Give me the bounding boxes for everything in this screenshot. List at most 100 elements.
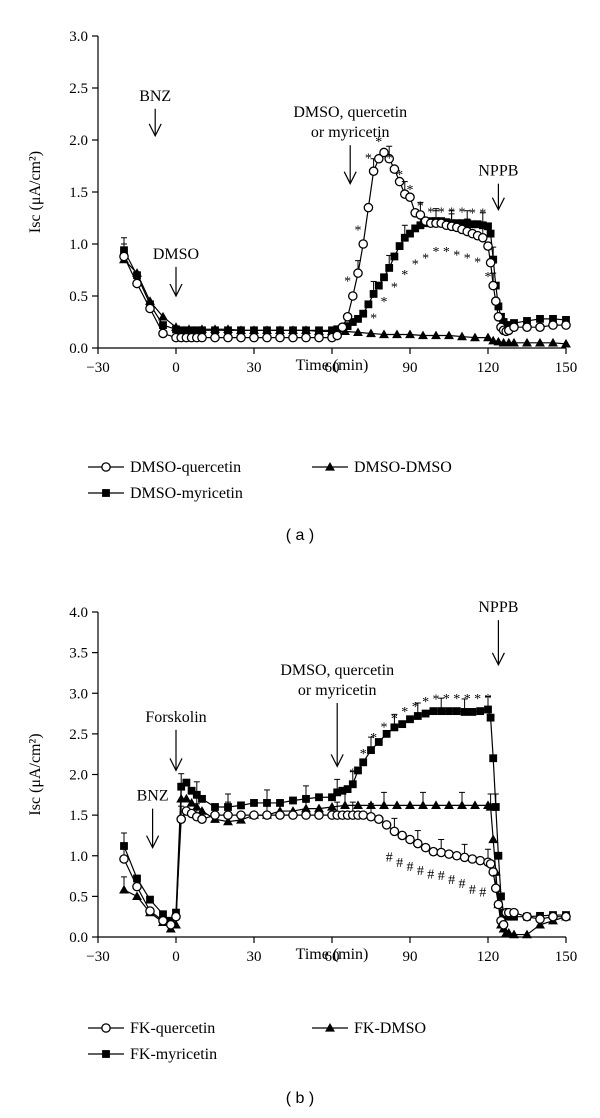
y-tick-label: 3.0 xyxy=(69,686,88,702)
star-mark: * xyxy=(453,248,460,263)
data-point xyxy=(379,329,389,339)
data-point xyxy=(343,785,352,794)
data-point xyxy=(522,911,532,922)
data-point xyxy=(342,311,353,322)
data-point xyxy=(522,929,532,939)
data-point xyxy=(133,874,141,883)
data-point xyxy=(374,281,383,290)
data-point xyxy=(486,229,495,238)
star-mark: * xyxy=(375,135,382,150)
data-point xyxy=(561,338,571,348)
arrow-head xyxy=(169,283,183,298)
annotation: Forskolin xyxy=(145,709,207,772)
hash-mark: # xyxy=(459,877,466,892)
data-point xyxy=(509,322,519,333)
data-point xyxy=(561,320,571,330)
x-tick-label: 0 xyxy=(172,949,180,965)
hash-mark: # xyxy=(417,864,424,879)
data-point xyxy=(444,330,454,340)
data-point xyxy=(132,891,142,901)
data-point xyxy=(457,331,467,341)
data-point xyxy=(494,851,503,860)
y-tick-label: 2.5 xyxy=(69,727,88,743)
data-point xyxy=(379,147,389,158)
data-point xyxy=(382,729,391,738)
data-point xyxy=(288,332,298,343)
data-point xyxy=(192,790,201,799)
data-point xyxy=(562,316,570,324)
data-point xyxy=(385,264,394,272)
data-point xyxy=(328,793,336,802)
star-mark: * xyxy=(349,767,356,782)
star-mark: * xyxy=(344,274,351,289)
data-point xyxy=(489,754,498,763)
x-tick-label: 0 xyxy=(172,360,180,376)
y-tick-label: 1.5 xyxy=(69,808,88,824)
data-point xyxy=(146,895,154,904)
data-point xyxy=(457,800,467,810)
data-point xyxy=(389,826,400,837)
data-point xyxy=(250,799,258,807)
data-point xyxy=(353,327,363,337)
series-quercetin xyxy=(119,145,571,343)
legend-label: FK-quercetin xyxy=(130,1020,215,1037)
data-point xyxy=(476,707,485,716)
data-point xyxy=(488,834,499,844)
data-point xyxy=(182,326,191,335)
data-point xyxy=(289,796,297,805)
data-point xyxy=(159,321,167,330)
data-point xyxy=(437,707,446,716)
x-tick-label: −30 xyxy=(86,949,109,965)
legend-marker xyxy=(102,1050,110,1058)
hash-mark: # xyxy=(469,883,476,898)
data-point xyxy=(119,251,129,262)
data-point xyxy=(328,326,336,335)
star-mark: * xyxy=(391,712,398,727)
legend-item: FK-myricetin xyxy=(88,1046,217,1063)
data-point xyxy=(132,278,142,289)
data-point xyxy=(333,325,342,334)
data-point xyxy=(289,326,297,335)
data-point xyxy=(275,332,285,343)
data-point xyxy=(158,915,168,926)
data-point xyxy=(343,322,352,331)
data-point xyxy=(197,806,207,815)
x-tick-label: 150 xyxy=(555,949,578,965)
chart-panel-a: 0.0 0.5 1.0 1.5 2.0 2.5 3.0 −30 0 30 60 90 120 150 Tim… xyxy=(27,29,577,544)
annotation-label: BNZ xyxy=(137,788,169,805)
data-point xyxy=(522,337,532,347)
data-point xyxy=(398,720,407,729)
legend-item: FK-DMSO xyxy=(312,1020,426,1037)
data-point xyxy=(236,810,246,820)
data-point xyxy=(405,329,415,339)
x-tick-label: −30 xyxy=(86,360,109,376)
data-point xyxy=(236,332,246,343)
data-point xyxy=(366,328,376,338)
star-mark: * xyxy=(412,258,419,273)
data-point xyxy=(314,803,324,813)
y-tick-label: 4.0 xyxy=(69,605,88,621)
data-point xyxy=(192,326,201,335)
data-point xyxy=(504,321,513,330)
data-point xyxy=(490,883,501,894)
data-point xyxy=(444,849,454,859)
data-point xyxy=(548,911,558,922)
series-quercetin xyxy=(119,801,571,930)
y-tick-label: 0.0 xyxy=(69,341,88,357)
data-point xyxy=(276,799,284,807)
star-mark: * xyxy=(396,168,403,183)
data-point xyxy=(224,326,232,335)
y-tick-label: 2.0 xyxy=(69,133,88,149)
data-point xyxy=(459,852,470,863)
data-point xyxy=(211,803,219,811)
star-mark: * xyxy=(464,692,471,707)
star-mark: * xyxy=(469,207,476,222)
star-mark: * xyxy=(391,281,398,296)
data-point xyxy=(444,800,454,810)
data-point xyxy=(353,268,363,278)
data-point xyxy=(367,746,375,755)
star-mark: * xyxy=(370,312,377,327)
data-point xyxy=(354,314,362,323)
data-point xyxy=(172,325,180,334)
